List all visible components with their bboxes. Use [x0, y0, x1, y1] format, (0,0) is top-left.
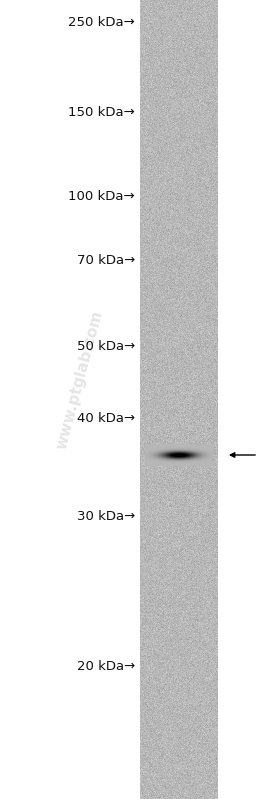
Text: 50 kDa→: 50 kDa→ — [77, 340, 135, 353]
Text: 250 kDa→: 250 kDa→ — [68, 15, 135, 29]
Text: 70 kDa→: 70 kDa→ — [77, 255, 135, 268]
Text: 150 kDa→: 150 kDa→ — [68, 105, 135, 118]
Text: 20 kDa→: 20 kDa→ — [77, 661, 135, 674]
Text: 100 kDa→: 100 kDa→ — [68, 189, 135, 202]
Text: www.ptglab.com: www.ptglab.com — [54, 309, 106, 451]
Text: 30 kDa→: 30 kDa→ — [77, 510, 135, 523]
Text: 40 kDa→: 40 kDa→ — [77, 411, 135, 424]
